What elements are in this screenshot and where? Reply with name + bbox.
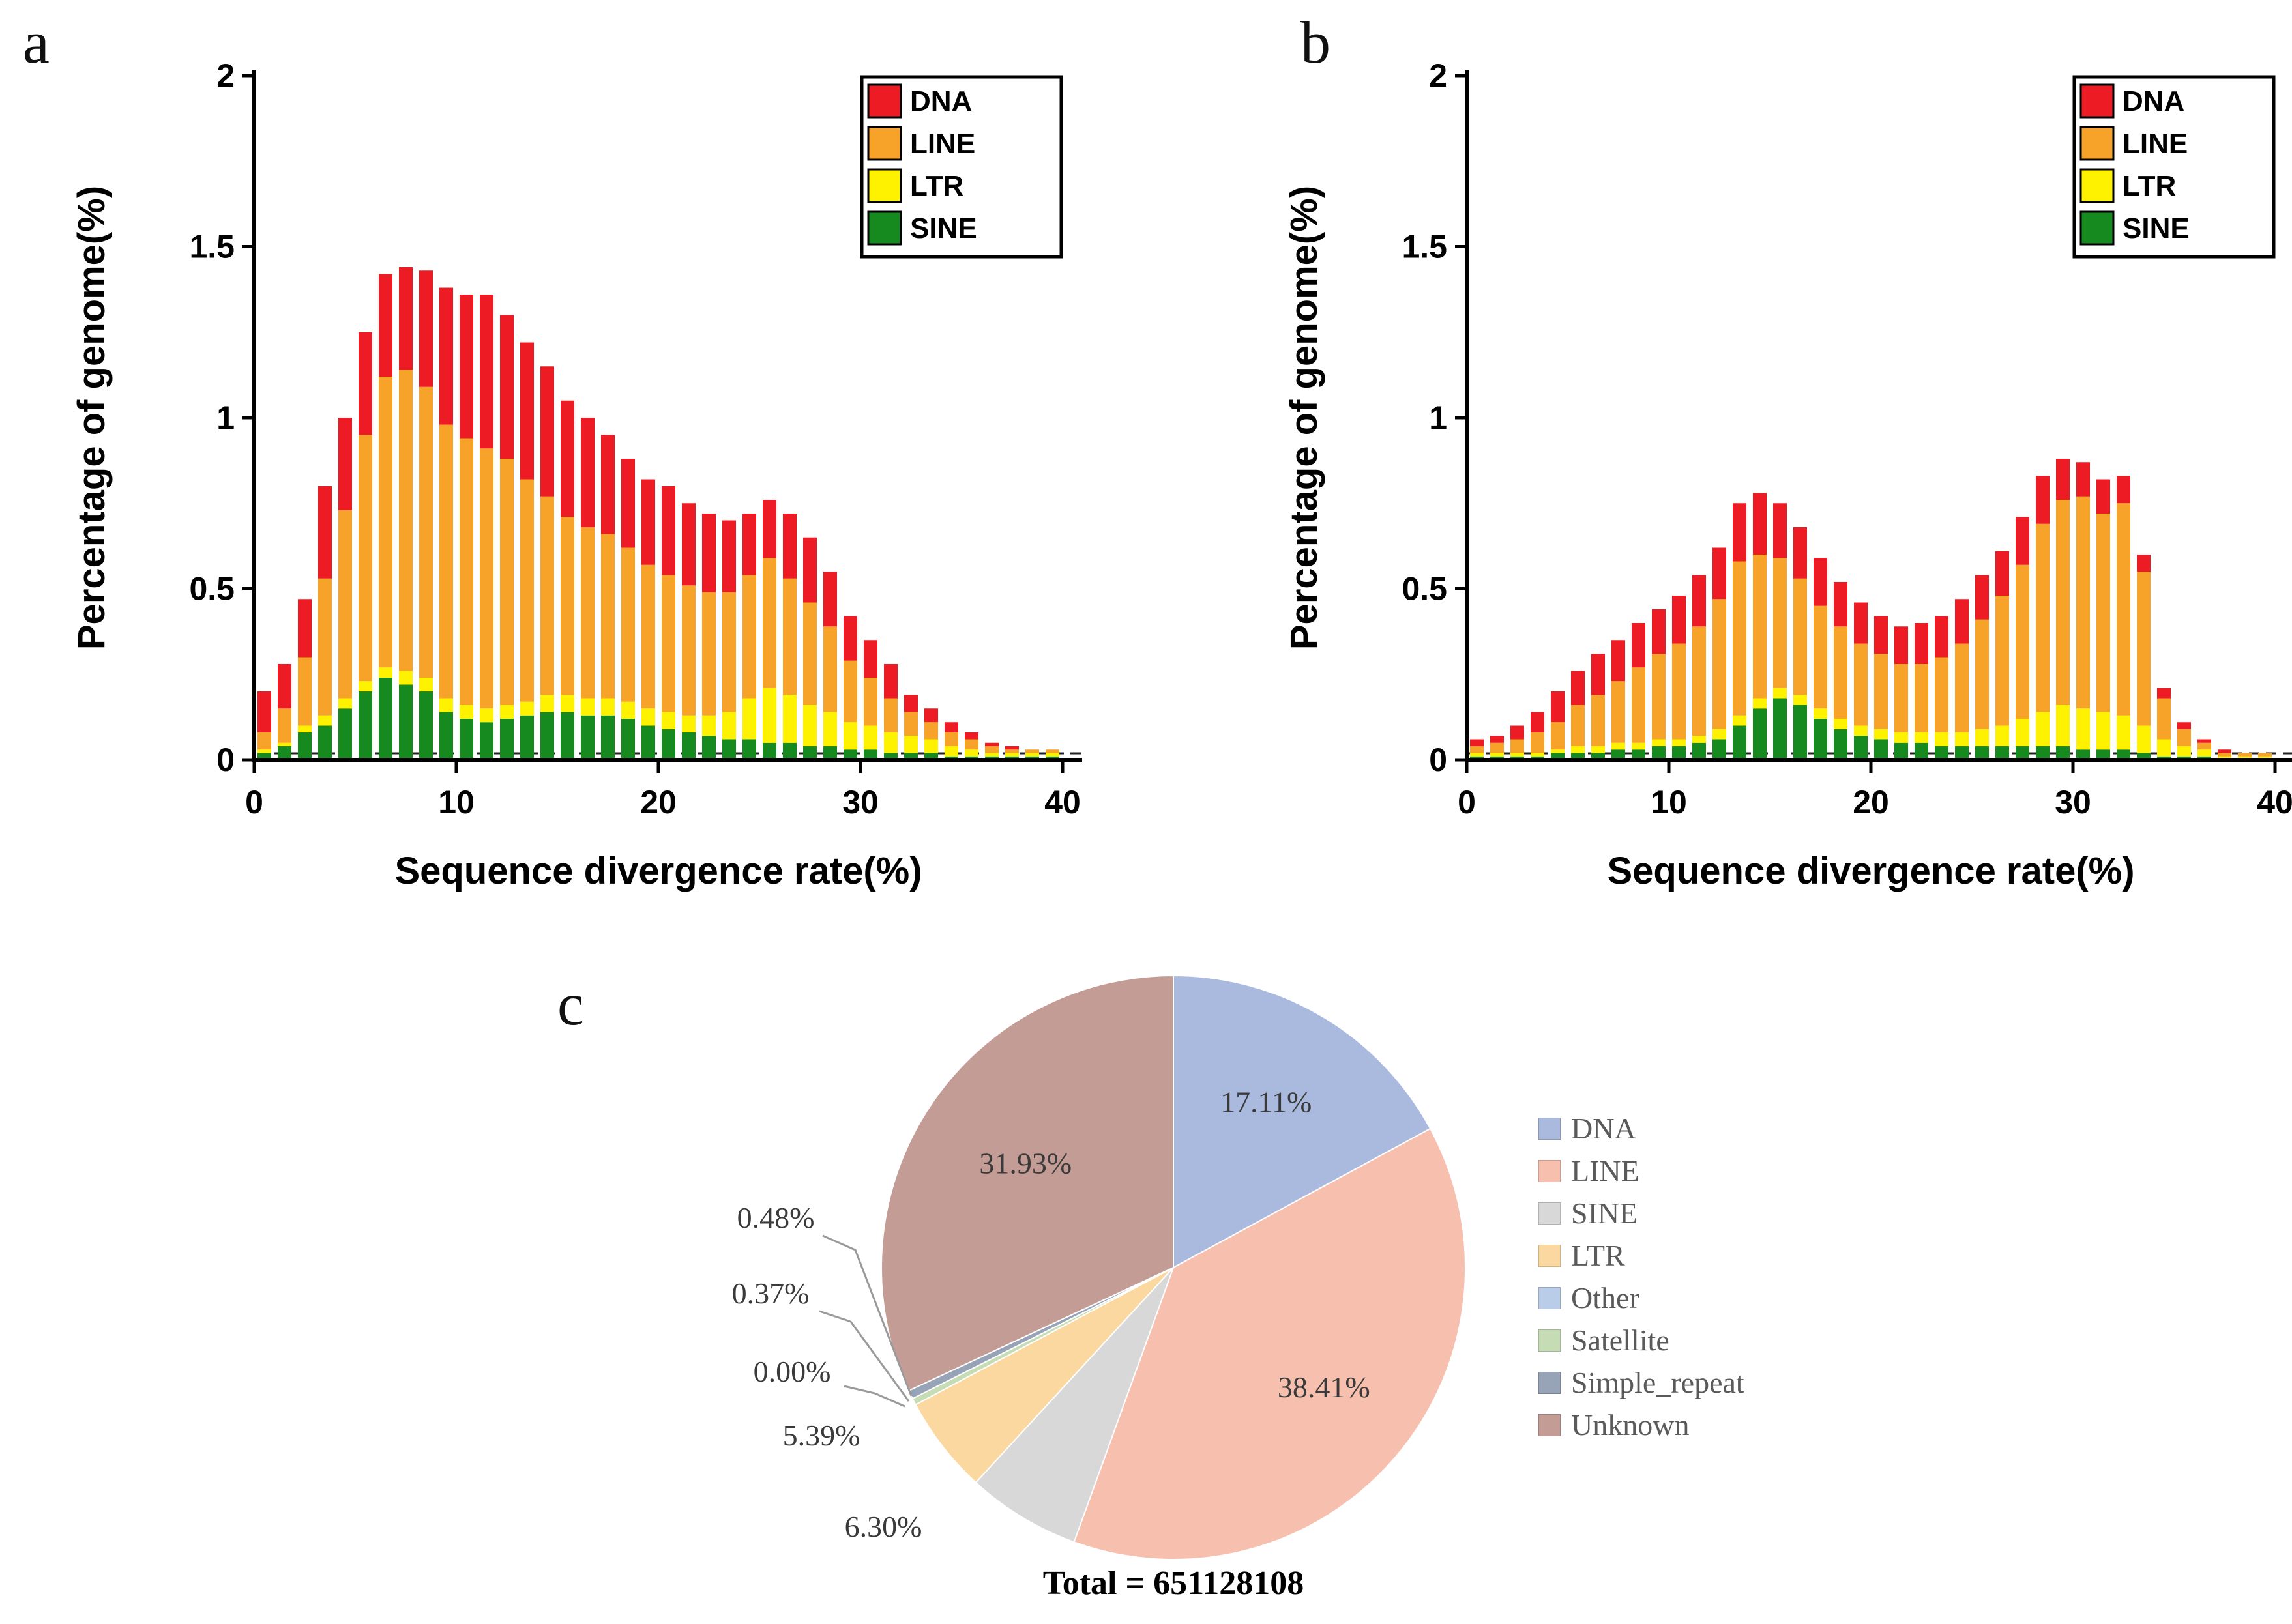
svg-text:38.41%: 38.41% bbox=[1278, 1370, 1370, 1404]
svg-text:LTR: LTR bbox=[2123, 170, 2176, 202]
legend-swatch bbox=[1538, 1117, 1561, 1140]
svg-text:0: 0 bbox=[245, 784, 263, 820]
legend-swatch bbox=[1538, 1202, 1561, 1225]
svg-text:LINE: LINE bbox=[910, 128, 975, 160]
legend-item: DNA bbox=[1538, 1111, 1744, 1146]
legend-label: Simple_repeat bbox=[1571, 1366, 1744, 1399]
svg-text:DNA: DNA bbox=[2123, 85, 2184, 117]
svg-text:Sequence divergence rate(%): Sequence divergence rate(%) bbox=[1607, 850, 2134, 892]
svg-text:0: 0 bbox=[216, 742, 235, 778]
svg-text:30: 30 bbox=[2055, 784, 2091, 820]
svg-text:1.5: 1.5 bbox=[189, 229, 235, 265]
svg-text:30: 30 bbox=[842, 784, 879, 820]
svg-text:1: 1 bbox=[1429, 399, 1447, 436]
svg-text:0.37%: 0.37% bbox=[732, 1277, 810, 1310]
panel-letter-c: c bbox=[557, 971, 584, 1037]
svg-text:20: 20 bbox=[640, 784, 677, 820]
svg-text:0.5: 0.5 bbox=[1402, 571, 1447, 607]
legend-swatch bbox=[1538, 1244, 1561, 1267]
svg-text:SINE: SINE bbox=[910, 212, 977, 244]
svg-text:1: 1 bbox=[216, 399, 235, 436]
pie-legend: DNA LINE SINE LTR Other Satellite Simple_repea… bbox=[1538, 1111, 1744, 1442]
svg-text:SINE: SINE bbox=[2123, 212, 2190, 244]
panel-letter-b: b bbox=[1300, 9, 1330, 76]
legend-item: LINE bbox=[1538, 1153, 1744, 1188]
total-label: Total = 651128108 bbox=[1042, 1565, 1304, 1602]
svg-text:0: 0 bbox=[1429, 742, 1447, 778]
legend-swatch bbox=[1538, 1329, 1561, 1352]
svg-text:40: 40 bbox=[2257, 784, 2292, 820]
panel-letter-a: a bbox=[23, 9, 50, 76]
legend-swatch bbox=[1538, 1286, 1561, 1309]
svg-text:20: 20 bbox=[1853, 784, 1889, 820]
legend-item: Simple_repeat bbox=[1538, 1365, 1744, 1400]
svg-text:Sequence divergence rate(%): Sequence divergence rate(%) bbox=[394, 850, 922, 892]
legend-label: LTR bbox=[1571, 1239, 1625, 1272]
legend-item: LTR bbox=[1538, 1238, 1744, 1273]
legend-swatch bbox=[1538, 1414, 1561, 1436]
svg-text:40: 40 bbox=[1044, 784, 1081, 820]
svg-text:1.5: 1.5 bbox=[1402, 229, 1447, 265]
legend-label: LINE bbox=[1571, 1154, 1639, 1187]
svg-text:LTR: LTR bbox=[910, 170, 963, 202]
svg-text:DNA: DNA bbox=[910, 85, 972, 117]
svg-text:LINE: LINE bbox=[2123, 128, 2188, 160]
svg-text:Percentage of genome(%): Percentage of genome(%) bbox=[70, 186, 113, 650]
legend-label: Unknown bbox=[1571, 1408, 1690, 1442]
legend-item: Unknown bbox=[1538, 1408, 1744, 1442]
svg-text:31.93%: 31.93% bbox=[979, 1146, 1072, 1180]
legend-swatch bbox=[1538, 1159, 1561, 1182]
svg-text:0.5: 0.5 bbox=[189, 571, 235, 607]
svg-text:Percentage of genome(%): Percentage of genome(%) bbox=[1283, 186, 1325, 650]
svg-text:0.48%: 0.48% bbox=[737, 1201, 815, 1234]
legend-item: SINE bbox=[1538, 1196, 1744, 1230]
legend-item: Other bbox=[1538, 1281, 1744, 1315]
legend-label: Other bbox=[1571, 1281, 1639, 1314]
legend-label: DNA bbox=[1571, 1112, 1636, 1145]
legend-label: SINE bbox=[1571, 1196, 1638, 1230]
svg-text:10: 10 bbox=[1651, 784, 1687, 820]
legend-swatch bbox=[1538, 1371, 1561, 1394]
svg-text:10: 10 bbox=[438, 784, 475, 820]
svg-text:2: 2 bbox=[216, 57, 235, 94]
legend-label: Satellite bbox=[1571, 1324, 1669, 1357]
legend-item: Satellite bbox=[1538, 1323, 1744, 1357]
svg-text:2: 2 bbox=[1429, 57, 1447, 94]
pie-chart: 17.11% 38.41% 6.30% 5.39% 0.00% 0.37% 0.48% 31.… bbox=[732, 974, 1466, 1560]
svg-text:17.11%: 17.11% bbox=[1220, 1085, 1312, 1118]
svg-text:5.39%: 5.39% bbox=[783, 1419, 860, 1452]
svg-text:6.30%: 6.30% bbox=[845, 1510, 922, 1543]
svg-text:0.00%: 0.00% bbox=[754, 1355, 831, 1388]
svg-text:0: 0 bbox=[1458, 784, 1476, 820]
